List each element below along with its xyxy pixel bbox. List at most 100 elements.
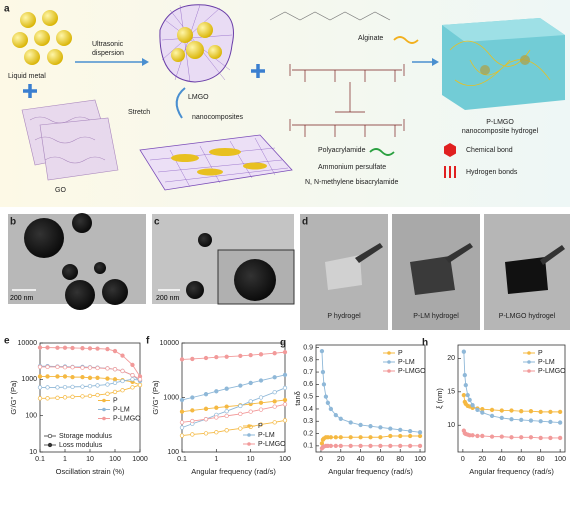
data-point	[190, 432, 195, 437]
legend-marker	[387, 351, 391, 355]
chemical-structures	[269, 11, 405, 137]
data-point	[282, 418, 288, 423]
data-point	[55, 374, 60, 379]
series-line	[321, 351, 421, 433]
series-line	[181, 374, 286, 401]
x-axis-label: Angular frequency (rad/s)	[469, 467, 554, 476]
data-point	[203, 355, 209, 361]
legend-label: Chemical bond	[466, 147, 513, 154]
photo-caption: P hydrogel	[327, 313, 361, 320]
data-point	[557, 409, 563, 415]
data-point	[238, 426, 243, 431]
data-point	[190, 418, 195, 424]
data-point	[214, 415, 219, 420]
legend-marker	[47, 433, 53, 439]
data-point	[248, 352, 253, 358]
data-point	[258, 352, 264, 357]
panel-label: e	[4, 336, 10, 347]
plus-sign	[251, 64, 265, 78]
data-point	[272, 390, 277, 395]
plot-frame	[457, 344, 566, 453]
y-tick-label: 100	[25, 413, 37, 420]
data-point	[70, 365, 75, 370]
legend-label: P	[113, 397, 118, 404]
y-tick-label: 0.2	[303, 430, 313, 437]
data-point	[480, 433, 485, 439]
data-point	[120, 388, 125, 393]
data-point	[461, 349, 466, 354]
data-point	[105, 391, 110, 396]
data-point	[130, 373, 135, 378]
stretched-sheet	[139, 134, 293, 191]
data-point	[80, 394, 85, 399]
y-tick-label: 0.4	[303, 406, 313, 413]
arrow-head	[142, 58, 149, 66]
data-point	[112, 389, 118, 395]
data-point	[368, 424, 373, 429]
data-point	[248, 380, 253, 386]
legend-marker	[247, 433, 251, 437]
data-point	[70, 384, 75, 390]
data-point	[467, 397, 472, 402]
data-point	[190, 395, 195, 400]
data-point	[55, 345, 60, 350]
y-axis-label: G'/G'' (Pa)	[9, 380, 18, 415]
data-point	[95, 365, 100, 371]
data-point	[62, 345, 68, 350]
data-point	[348, 435, 353, 440]
series-line	[463, 351, 561, 424]
process-label: Ultrasonic	[92, 41, 124, 48]
data-point	[258, 400, 264, 405]
series-line	[181, 419, 286, 437]
data-point	[272, 375, 277, 380]
y-tick-label: 10000	[18, 340, 38, 347]
arrow-head	[432, 58, 439, 66]
x-tick-label: 1000	[132, 456, 148, 463]
legend-marker	[527, 351, 531, 355]
x-tick-label: 0	[461, 456, 465, 463]
data-point	[224, 354, 229, 359]
data-point	[417, 443, 423, 449]
data-point	[224, 404, 229, 409]
data-point	[538, 419, 543, 424]
data-point	[179, 357, 185, 362]
legend-label: P-LM	[398, 359, 415, 366]
data-point	[528, 409, 534, 414]
data-point	[272, 399, 277, 404]
data-point	[37, 364, 43, 370]
panel-label: d	[302, 217, 308, 228]
data-point	[45, 396, 50, 401]
data-point	[55, 364, 60, 370]
data-point	[87, 393, 93, 399]
data-point	[112, 380, 118, 386]
data-point	[282, 402, 288, 407]
x-tick-label: 100	[554, 456, 566, 463]
y-tick-label: 10000	[160, 340, 180, 347]
data-point	[80, 365, 85, 370]
y-tick-label: 1000	[21, 376, 37, 383]
data-point	[80, 384, 85, 389]
legend-label: P	[258, 423, 263, 430]
data-point	[224, 413, 229, 419]
data-point	[328, 406, 334, 412]
data-point	[519, 417, 524, 423]
data-point	[137, 377, 143, 382]
data-point	[55, 395, 60, 400]
scale-bar-label: 200 nm	[156, 295, 180, 302]
data-point	[238, 383, 243, 388]
data-point	[105, 376, 110, 381]
legend-label: Hydrogen bonds	[466, 169, 518, 176]
panel-b: b 200 nm	[8, 213, 146, 310]
data-point	[203, 417, 209, 422]
data-point	[480, 410, 485, 415]
data-point	[489, 413, 495, 419]
y-tick-label: 0.3	[303, 418, 313, 425]
x-tick-label: 60	[377, 456, 385, 463]
data-point	[105, 346, 110, 352]
crosslinker-label: N, N-methylene bisacrylamide	[305, 179, 398, 186]
legend-marker	[247, 424, 251, 428]
data-point	[203, 431, 209, 436]
data-point	[470, 403, 475, 408]
legend-label: Storage modulus	[59, 433, 112, 440]
data-point	[388, 443, 393, 449]
